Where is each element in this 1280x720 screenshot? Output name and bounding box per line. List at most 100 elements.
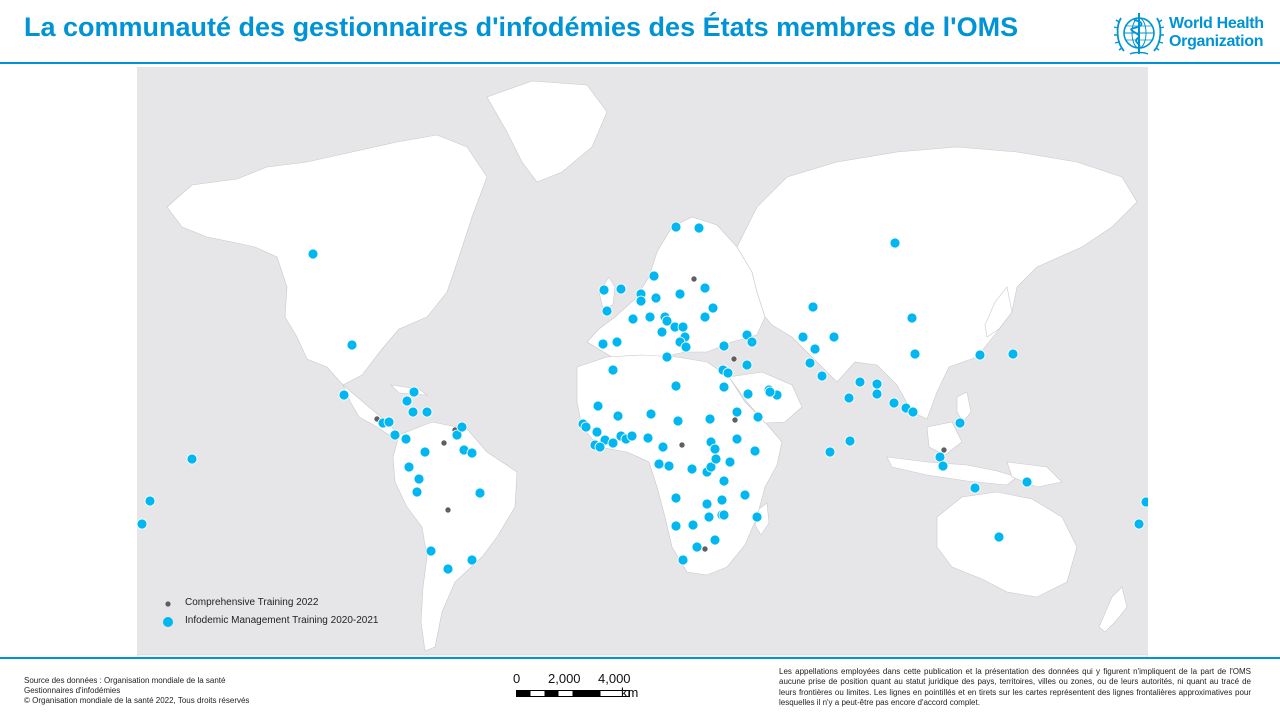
infodemic-marker <box>407 406 419 418</box>
who-logo-text: World Health Organization <box>1169 15 1272 51</box>
infodemic-marker <box>580 421 592 433</box>
infodemic-marker <box>474 487 486 499</box>
infodemic-marker <box>661 315 673 327</box>
world-map-canvas <box>137 80 1148 657</box>
infodemic-marker <box>642 432 654 444</box>
source-line: Source des données : Organisation mondia… <box>24 676 226 685</box>
who-emblem-icon <box>1113 13 1165 55</box>
infodemic-marker <box>389 429 401 441</box>
infodemic-marker <box>709 443 721 455</box>
infodemic-marker <box>724 456 736 468</box>
infodemic-marker <box>751 511 763 523</box>
infodemic-marker <box>937 460 949 472</box>
infodemic-marker <box>670 221 682 233</box>
infodemic-marker <box>1140 496 1148 508</box>
infodemic-marker <box>403 461 415 473</box>
source-line: Gestionnaires d'infodémies <box>24 686 121 695</box>
infodemic-marker <box>993 531 1005 543</box>
infodemic-marker <box>704 413 716 425</box>
infodemic-marker <box>843 392 855 404</box>
infodemic-marker <box>425 545 437 557</box>
infodemic-marker <box>718 475 730 487</box>
infodemic-marker <box>653 458 665 470</box>
land-new-zealand <box>1098 586 1128 633</box>
comprehensive-marker <box>440 439 448 447</box>
infodemic-marker <box>346 339 358 351</box>
infodemic-marker <box>871 388 883 400</box>
infodemic-marker <box>705 461 717 473</box>
who-logo-line-2: Organization <box>1169 33 1264 50</box>
infodemic-marker <box>419 446 431 458</box>
world-map: Comprehensive Training 2022 Infodemic Ma… <box>137 67 1148 657</box>
infodemic-marker <box>722 367 734 379</box>
who-logo: World Health Organization <box>1112 8 1272 58</box>
infodemic-marker <box>699 311 711 323</box>
page-title: La communauté des gestionnaires d'infodé… <box>24 12 1019 42</box>
infodemic-marker <box>383 416 395 428</box>
infodemic-marker <box>764 386 776 398</box>
infodemic-marker <box>656 326 668 338</box>
land-new-guinea <box>1006 461 1063 488</box>
infodemic-marker <box>934 451 946 463</box>
infodemic-marker <box>1007 348 1019 360</box>
infodemic-marker <box>909 348 921 360</box>
infodemic-marker <box>718 340 730 352</box>
infodemic-marker <box>718 381 730 393</box>
infodemic-marker <box>400 433 412 445</box>
infodemic-marker <box>691 541 703 553</box>
infodemic-marker <box>974 349 986 361</box>
infodemic-marker <box>674 288 686 300</box>
infodemic-marker <box>701 498 713 510</box>
land-greenland <box>486 80 608 183</box>
comprehensive-marker <box>730 355 738 363</box>
header: La communauté des gestionnaires d'infodé… <box>0 0 1280 62</box>
land-asia <box>736 146 1138 420</box>
infodemic-marker <box>612 410 624 422</box>
infodemic-marker <box>752 411 764 423</box>
infodemic-marker <box>710 453 722 465</box>
comprehensive-marker <box>701 545 709 553</box>
land-indonesia <box>886 456 1018 486</box>
infodemic-marker <box>703 511 715 523</box>
infodemic-marker <box>854 376 866 388</box>
infodemic-marker <box>907 406 919 418</box>
scale-label-4000: 4,000 <box>598 671 631 686</box>
infodemic-marker <box>871 378 883 390</box>
infodemic-marker <box>670 492 682 504</box>
infodemic-marker <box>828 331 840 343</box>
infodemic-marker <box>144 495 156 507</box>
infodemic-marker <box>707 302 719 314</box>
infodemic-marker <box>969 482 981 494</box>
data-source: Source des données : Organisation mondia… <box>24 676 354 706</box>
infodemic-marker <box>650 292 662 304</box>
infodemic-marker <box>888 397 900 409</box>
infodemic-marker <box>672 415 684 427</box>
infodemic-marker <box>466 554 478 566</box>
infodemic-marker <box>889 237 901 249</box>
land-japan <box>984 286 1013 338</box>
infodemic-marker <box>731 433 743 445</box>
infodemic-marker <box>635 295 647 307</box>
infodemic-marker <box>670 520 682 532</box>
land-borneo <box>926 421 963 456</box>
infodemic-marker <box>677 321 689 333</box>
copyright-line: © Organisation mondiale de la santé 2022… <box>24 696 250 705</box>
infodemic-marker <box>749 445 761 457</box>
header-divider <box>0 62 1280 64</box>
comprehensive-marker <box>731 416 739 424</box>
infodemic-marker <box>699 282 711 294</box>
infodemic-marker <box>645 408 657 420</box>
map-legend: Comprehensive Training 2022 Infodemic Ma… <box>161 597 421 637</box>
footer-divider <box>0 657 1280 659</box>
infodemic-marker <box>804 357 816 369</box>
infodemic-marker <box>816 370 828 382</box>
infodemic-marker <box>442 563 454 575</box>
legend-label: Comprehensive Training 2022 <box>185 597 319 608</box>
scale-bar-graphic <box>516 690 630 697</box>
infodemic-marker <box>1133 518 1145 530</box>
infodemic-marker <box>338 389 350 401</box>
infodemic-marker <box>413 473 425 485</box>
legend-dark-dot-icon <box>165 601 171 607</box>
infodemic-marker <box>809 343 821 355</box>
infodemic-marker <box>607 364 619 376</box>
